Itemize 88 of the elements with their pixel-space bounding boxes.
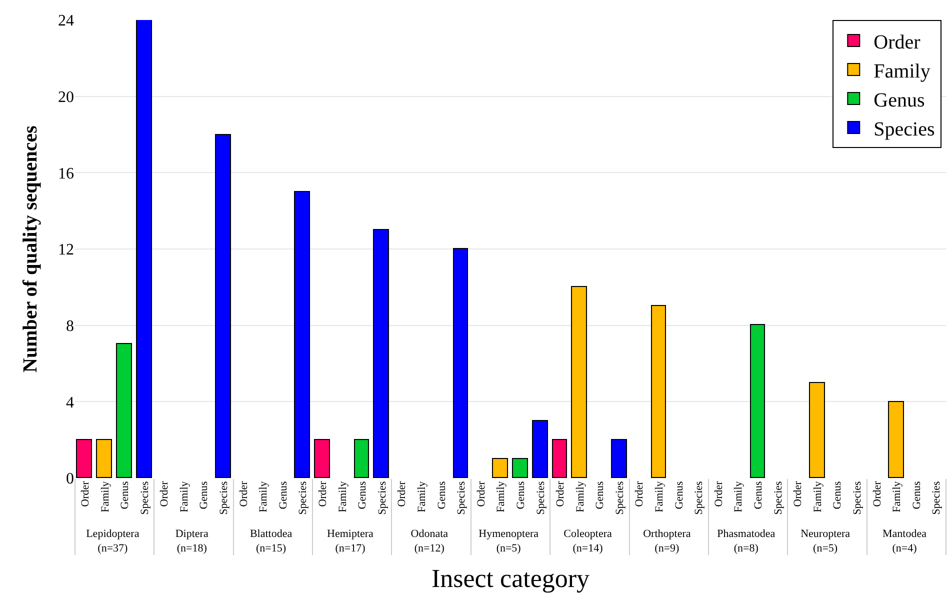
- y-tick-label: 20: [58, 88, 74, 106]
- x-tick-label: Lepidoptera (n=37): [86, 528, 140, 554]
- bar: [136, 20, 152, 478]
- bar: [373, 229, 389, 478]
- text: Family: [574, 481, 586, 512]
- bar: [532, 420, 548, 478]
- text: Family: [654, 481, 666, 512]
- text: Species: [693, 481, 706, 515]
- bar: [512, 458, 528, 478]
- text: Genus: [673, 481, 686, 510]
- bar: [552, 439, 567, 478]
- text: Family: [812, 481, 824, 512]
- x-tick-label: Coleoptera (n=14): [564, 528, 612, 554]
- text: Order: [158, 481, 171, 507]
- bar: [96, 439, 112, 478]
- x-tick-label: Diptera (n=18): [175, 528, 208, 554]
- y-tick-label: 24: [58, 12, 74, 30]
- text: Genus: [436, 481, 448, 510]
- y-tick-label: 8: [66, 318, 74, 335]
- text: Species: [138, 481, 151, 515]
- text: Order: [79, 481, 92, 507]
- text: Order: [554, 481, 567, 507]
- text: Genus: [832, 481, 844, 510]
- text: Order: [792, 481, 804, 507]
- y-tick-label: 4: [66, 394, 74, 412]
- x-tick-label: Phasmatodea (n=8): [717, 528, 776, 554]
- y-tick-label: 12: [58, 242, 74, 259]
- x-tick-label: Hymenoptera (n=5): [478, 528, 539, 554]
- text: Species: [297, 481, 310, 515]
- bar: [809, 382, 825, 478]
- text: Order: [475, 481, 488, 507]
- bar: [492, 458, 508, 478]
- bar: [571, 286, 587, 478]
- text: Species: [614, 481, 626, 515]
- text: Family: [336, 481, 349, 512]
- text: Family: [178, 481, 190, 512]
- bar: [611, 439, 627, 478]
- y-tick-label: 16: [58, 165, 74, 182]
- text: Species: [456, 481, 468, 515]
- legend-label: Order: [874, 31, 921, 54]
- text: Order: [634, 481, 646, 507]
- text: Genus: [910, 481, 923, 510]
- text: Species: [376, 481, 388, 515]
- text: Species: [534, 481, 547, 515]
- legend-label: Genus: [874, 89, 925, 112]
- x-tick-label: Odonata (n=12): [410, 528, 448, 554]
- text: Genus: [514, 481, 527, 510]
- bar: [453, 248, 468, 478]
- text: Order: [396, 481, 408, 507]
- bar: [116, 343, 132, 478]
- text: Family: [891, 481, 904, 512]
- bar: [294, 191, 310, 478]
- text: Genus: [752, 481, 765, 510]
- text: Family: [495, 481, 508, 512]
- text: Family: [416, 481, 428, 512]
- text: Family: [99, 481, 112, 512]
- text: Genus: [198, 481, 210, 510]
- x-tick-label: Neuroptera (n=5): [800, 528, 850, 554]
- bar: [651, 305, 666, 478]
- bar: [888, 401, 904, 478]
- bar: [354, 439, 369, 478]
- text: Genus: [594, 481, 606, 510]
- x-tick-label: Orthoptera (n=9): [643, 528, 691, 554]
- x-tick-label: Mantodea (n=4): [882, 528, 927, 554]
- text: Order: [871, 481, 884, 507]
- x-axis-title: Insect category: [431, 564, 590, 594]
- text: Genus: [119, 481, 132, 510]
- text: Order: [238, 481, 250, 507]
- x-tick-label: Hemiptera (n=17): [326, 528, 374, 554]
- text: Order: [712, 481, 725, 507]
- legend-label: Species: [874, 118, 935, 140]
- text: Family: [258, 481, 270, 512]
- x-tick-label: Blattodea (n=15): [250, 528, 292, 554]
- y-axis-title: Number of quality sequences: [20, 125, 42, 372]
- text: Genus: [277, 481, 290, 510]
- y-tick-label: 0: [66, 470, 74, 488]
- text: Family: [732, 481, 745, 512]
- text: Species: [851, 481, 864, 515]
- text: Species: [218, 481, 230, 515]
- legend-label: Family: [874, 60, 930, 82]
- text: Species: [772, 481, 784, 515]
- bar: [750, 324, 765, 478]
- bar: [76, 439, 92, 478]
- bar: [215, 134, 231, 478]
- text: Genus: [356, 481, 369, 510]
- text: Order: [317, 481, 330, 507]
- bar: [314, 439, 330, 478]
- text: Species: [930, 481, 943, 515]
